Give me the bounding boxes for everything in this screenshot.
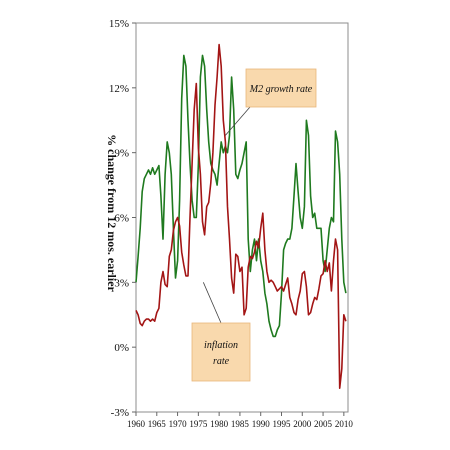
x-tick-label: 1990 [252,419,271,429]
x-tick-label: 1970 [169,419,188,429]
inflation-callout-box [191,322,251,382]
x-tick-label: 1985 [231,419,250,429]
y-tick-label: -3% [111,407,129,419]
x-tick-label: 1975 [189,419,208,429]
inflation-callout-text: rate [213,356,230,367]
x-tick-label: 1965 [148,419,167,429]
m2-callout-leader [225,106,251,136]
x-tick-label: 1980 [210,419,229,429]
x-tick-label: 2005 [314,419,333,429]
y-tick-label: 15% [109,18,129,30]
m2-callout-text: M2 growth rate [249,84,313,95]
y-tick-label: 12% [109,83,129,95]
y-tick-label: 9% [114,148,129,160]
series-line-inflation-rate [135,43,347,390]
x-tick-label: 2000 [293,419,312,429]
x-tick-label: 1960 [127,419,146,429]
series-line-m2-growth-rate [135,54,347,338]
inflation-callout-text: inflation [204,340,238,351]
y-tick-label: 6% [114,213,129,225]
m2-callout-box [245,68,317,108]
inflation-callout-leader [202,282,222,324]
y-axis-label: % change from 12 mos. earlier [105,134,119,292]
y-tick-label: 3% [114,277,129,289]
y-tick-label: 0% [114,342,129,354]
x-tick-label: 1995 [272,419,291,429]
x-tick-label: 2010 [335,419,354,429]
